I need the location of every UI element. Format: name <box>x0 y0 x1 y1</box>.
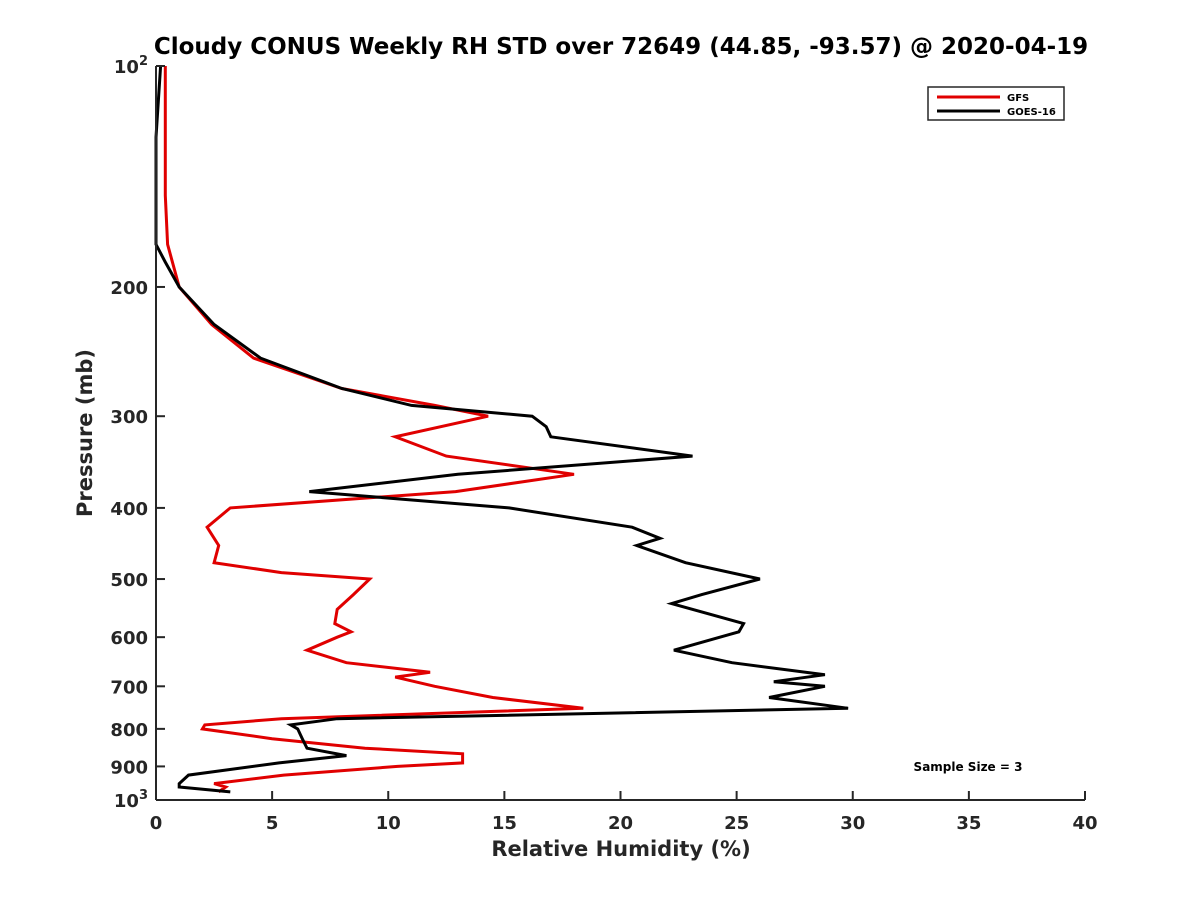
x-tick-label: 25 <box>724 813 749 834</box>
x-axis-label: Relative Humidity (%) <box>491 837 750 861</box>
y-tick-label: 400 <box>110 499 148 520</box>
x-tick-label: 20 <box>608 813 633 834</box>
y-tick-label: 500 <box>110 570 148 591</box>
x-tick-label: 15 <box>492 813 517 834</box>
plot-area <box>154 65 849 794</box>
y-tick-label: 900 <box>110 757 148 778</box>
x-tick-label: 35 <box>956 813 981 834</box>
y-axis-label: Pressure (mb) <box>73 349 97 517</box>
legend-label-goes-16: GOES-16 <box>1007 107 1056 118</box>
series-line-goes-16 <box>154 65 849 794</box>
y-tick-label: 103 <box>114 788 148 812</box>
x-tick-label: 5 <box>266 813 279 834</box>
y-tick-label: 700 <box>110 677 148 698</box>
y-tick-label: 300 <box>110 407 148 428</box>
legend-label-gfs: GFS <box>1007 93 1029 104</box>
axes: 0 5 10 15 20 25 30 35 40 102 200 300 400 500 600 700 800… <box>110 54 1097 834</box>
legend: GFS GOES-16 <box>927 86 1065 121</box>
legend-box <box>927 86 1065 121</box>
y-tick-label: 200 <box>110 278 148 299</box>
x-tick-label: 10 <box>376 813 401 834</box>
x-tick-label: 30 <box>840 813 865 834</box>
sample-size-annotation: Sample Size = 3 <box>914 760 1023 774</box>
x-tick-label: 0 <box>150 813 163 834</box>
x-tick-label: 40 <box>1072 813 1097 834</box>
y-tick-label: 102 <box>114 54 148 78</box>
chart-title: Cloudy CONUS Weekly RH STD over 72649 (4… <box>154 34 1088 60</box>
y-tick-label: 600 <box>110 628 148 649</box>
y-tick-label: 800 <box>110 720 148 741</box>
